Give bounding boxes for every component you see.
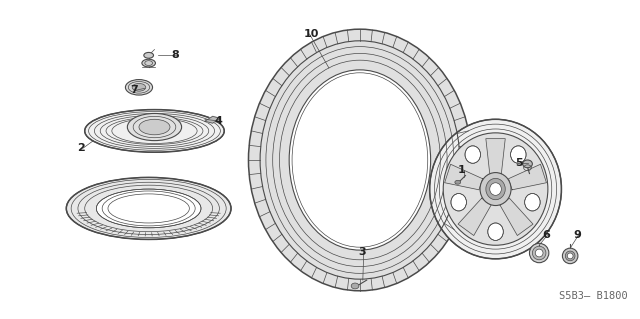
Polygon shape (500, 198, 533, 235)
Ellipse shape (563, 248, 578, 264)
Text: 4: 4 (214, 116, 223, 126)
Polygon shape (205, 116, 220, 123)
Ellipse shape (529, 243, 549, 263)
Polygon shape (509, 164, 547, 190)
Ellipse shape (142, 59, 156, 67)
Ellipse shape (67, 177, 231, 240)
Ellipse shape (455, 180, 461, 184)
Text: 7: 7 (131, 85, 138, 95)
Text: 10: 10 (304, 29, 319, 39)
Ellipse shape (127, 114, 182, 141)
Text: S5B3– B1800: S5B3– B1800 (559, 291, 627, 300)
Ellipse shape (351, 283, 359, 289)
Ellipse shape (490, 183, 501, 195)
Ellipse shape (125, 79, 152, 95)
Text: 8: 8 (171, 50, 179, 60)
Ellipse shape (289, 70, 431, 250)
Ellipse shape (444, 133, 548, 245)
Ellipse shape (139, 119, 170, 135)
Ellipse shape (567, 253, 573, 259)
Ellipse shape (511, 146, 526, 163)
Polygon shape (445, 164, 483, 190)
Ellipse shape (532, 246, 546, 260)
Ellipse shape (97, 189, 201, 228)
Text: 9: 9 (573, 230, 581, 240)
Ellipse shape (523, 160, 532, 168)
Text: 5: 5 (515, 158, 522, 168)
Ellipse shape (565, 251, 575, 261)
Polygon shape (486, 139, 505, 174)
Ellipse shape (84, 110, 224, 152)
Polygon shape (458, 198, 491, 235)
Ellipse shape (465, 146, 481, 163)
Ellipse shape (451, 194, 467, 211)
Ellipse shape (525, 194, 540, 211)
Ellipse shape (429, 119, 561, 259)
Ellipse shape (132, 84, 146, 91)
Ellipse shape (488, 223, 503, 241)
Ellipse shape (248, 29, 471, 291)
Ellipse shape (480, 173, 511, 205)
Text: 1: 1 (458, 165, 465, 175)
Ellipse shape (535, 249, 543, 257)
Ellipse shape (144, 52, 154, 58)
Text: 6: 6 (542, 230, 550, 240)
Text: 3: 3 (358, 247, 365, 257)
Text: 2: 2 (77, 143, 84, 153)
Ellipse shape (486, 178, 505, 200)
